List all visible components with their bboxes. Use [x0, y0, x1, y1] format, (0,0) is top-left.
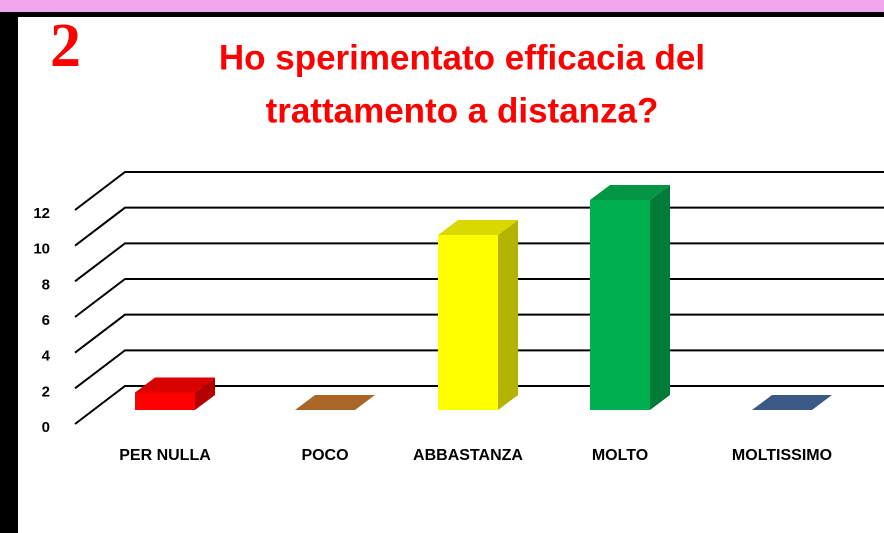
- left-border: [0, 12, 18, 533]
- y-tick-label: 10: [33, 241, 50, 258]
- x-tick-label: PER NULLA: [119, 447, 211, 464]
- slide-number: 2: [50, 12, 81, 80]
- bar-side: [498, 220, 518, 410]
- bar-side: [650, 185, 670, 410]
- x-tick-label: MOLTO: [592, 447, 648, 464]
- chart-title: trattamento a distanza?: [266, 91, 659, 130]
- bar-front: [438, 235, 498, 410]
- y-tick-label: 8: [42, 276, 50, 293]
- bar-top: [135, 377, 215, 393]
- x-tick-label: MOLTISSIMO: [732, 447, 832, 464]
- x-tick-label: ABBASTANZA: [413, 447, 523, 464]
- x-tick-label: POCO: [301, 447, 348, 464]
- bar-side: [195, 377, 215, 410]
- chart-title: Ho sperimentato efficacia del: [219, 38, 705, 77]
- bar-top: [590, 185, 670, 200]
- y-tick-label: 6: [42, 312, 50, 329]
- y-tick-label: 12: [33, 205, 50, 222]
- y-tick-label: 0: [42, 419, 50, 436]
- bar-top: [752, 395, 832, 410]
- bar-top: [295, 395, 375, 410]
- top-border: [0, 12, 884, 17]
- y-tick-label: 4: [42, 348, 51, 365]
- top-band: [0, 0, 884, 12]
- bar-front: [590, 200, 650, 410]
- grid-line: [74, 171, 884, 211]
- bar-top: [438, 220, 518, 235]
- y-tick-label: 2: [42, 383, 50, 400]
- bar-front: [135, 392, 195, 410]
